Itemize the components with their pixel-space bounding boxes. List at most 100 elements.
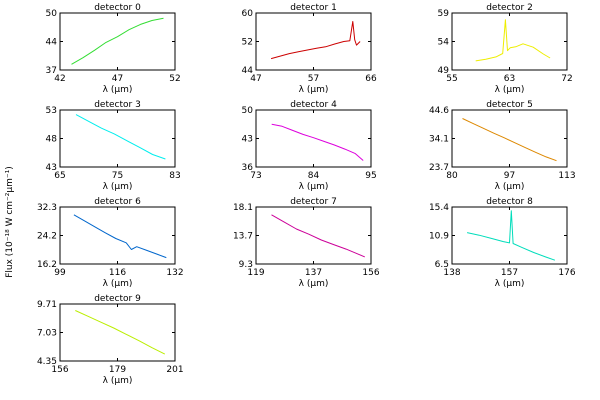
y-tick-label: 48 [46, 135, 58, 145]
y-tick-label: 36 [242, 163, 254, 173]
x-tick-label: 179 [109, 365, 126, 375]
x-tick-label: 83 [169, 171, 180, 181]
x-tick-label: 66 [365, 74, 377, 84]
y-tick-label: 9.3 [239, 260, 253, 270]
spectrum-line [270, 21, 361, 60]
y-tick-label: 60 [242, 9, 254, 19]
spectrum-line [71, 17, 164, 65]
y-tick-label: 44 [46, 38, 58, 48]
y-tick-label: 4.35 [37, 357, 57, 367]
y-tick-label: 52 [242, 38, 253, 48]
panel-title: detector 0 [94, 3, 141, 13]
x-axis-label: λ (μm) [299, 85, 329, 95]
panel-title: detector 1 [290, 3, 337, 13]
x-tick-label: 47 [112, 74, 123, 84]
y-tick-label: 34.1 [429, 135, 449, 145]
panel-title: detector 5 [486, 100, 533, 110]
y-tick-label: 53 [46, 106, 57, 116]
x-tick-label: 63 [504, 74, 515, 84]
y-tick-label: 43 [242, 135, 253, 145]
y-tick-label: 59 [438, 9, 450, 19]
plot-frame [59, 206, 176, 265]
panels-grid: detector 0 42 47 52 37 44 50 λ (μm) detector 1 47… [37, 3, 576, 386]
panel-detector-5: detector 5 80 97 113 23.7 34.1 44.6 λ (μm) [429, 100, 576, 192]
panel-title: detector 4 [290, 100, 337, 110]
panel-detector-4: detector 4 73 84 95 36 43 50 λ (μm) [242, 100, 377, 192]
x-tick-label: 132 [166, 268, 183, 278]
spectrum-line [73, 214, 167, 259]
x-axis-label: λ (μm) [299, 279, 329, 289]
x-tick-label: 52 [169, 74, 180, 84]
x-tick-label: 99 [54, 268, 66, 278]
plot-frame [255, 109, 372, 168]
panel-detector-9: detector 9 156 179 201 4.35 7.03 9.71 λ (μm) [37, 294, 184, 386]
plot-frame [255, 12, 372, 71]
panel-title: detector 8 [486, 197, 533, 207]
panel-detector-2: detector 2 55 63 72 49 54 59 λ (μm) [438, 3, 573, 95]
x-axis-label: λ (μm) [103, 279, 133, 289]
x-tick-label: 65 [54, 171, 65, 181]
y-tick-label: 37 [46, 66, 57, 76]
x-tick-label: 47 [250, 74, 261, 84]
x-tick-label: 95 [365, 171, 376, 181]
spectrum-line [466, 210, 556, 261]
y-tick-label: 24.2 [37, 232, 57, 242]
x-tick-label: 57 [308, 74, 319, 84]
x-tick-label: 97 [504, 171, 515, 181]
x-tick-label: 84 [308, 171, 320, 181]
x-tick-label: 157 [501, 268, 518, 278]
spectrum-line [75, 310, 166, 355]
panel-detector-7: detector 7 119 137 156 9.3 13.7 18.1 λ (μm) [233, 197, 380, 289]
y-tick-label: 44.6 [429, 106, 449, 116]
y-tick-label: 50 [242, 106, 254, 116]
x-tick-label: 55 [446, 74, 457, 84]
x-tick-label: 137 [305, 268, 322, 278]
x-tick-label: 113 [558, 171, 575, 181]
y-tick-label: 16.2 [37, 260, 57, 270]
spectrum-line [271, 214, 365, 258]
y-tick-label: 15.4 [429, 203, 449, 213]
panel-title: detector 7 [290, 197, 337, 207]
x-tick-label: 119 [247, 268, 264, 278]
spectrum-line [462, 118, 557, 162]
x-tick-label: 75 [112, 171, 123, 181]
x-tick-label: 201 [166, 365, 183, 375]
spectrum-line [75, 114, 166, 160]
figure-ylabel: Flux (10⁻¹⁸ W cm⁻²μm⁻¹) [5, 166, 15, 278]
y-tick-label: 9.71 [37, 300, 57, 310]
x-tick-label: 73 [250, 171, 261, 181]
x-tick-label: 176 [558, 268, 575, 278]
y-tick-label: 44 [242, 66, 254, 76]
panel-detector-1: detector 1 47 57 66 44 52 60 λ (μm) [242, 3, 377, 95]
y-tick-label: 23.7 [429, 163, 449, 173]
x-tick-label: 80 [446, 171, 458, 181]
y-tick-label: 43 [46, 163, 57, 173]
x-axis-label: λ (μm) [103, 376, 133, 386]
x-axis-label: λ (μm) [495, 85, 525, 95]
x-tick-label: 72 [561, 74, 572, 84]
panel-detector-0: detector 0 42 47 52 37 44 50 λ (μm) [46, 3, 181, 95]
panel-title: detector 6 [94, 197, 141, 207]
panel-title: detector 9 [94, 294, 141, 304]
y-tick-label: 18.1 [233, 203, 253, 213]
y-tick-label: 10.9 [429, 232, 449, 242]
y-tick-label: 13.7 [233, 232, 253, 242]
x-axis-label: λ (μm) [103, 182, 133, 192]
x-axis-label: λ (μm) [103, 85, 133, 95]
panel-detector-8: detector 8 138 157 176 6.5 10.9 15.4 λ (μm) [429, 197, 576, 289]
y-tick-label: 50 [46, 9, 58, 19]
panel-title: detector 3 [94, 100, 141, 110]
x-axis-label: λ (μm) [299, 182, 329, 192]
x-axis-label: λ (μm) [495, 182, 525, 192]
panel-detector-6: detector 6 99 116 132 16.2 24.2 32.3 λ (μm) [37, 197, 184, 289]
x-tick-label: 156 [362, 268, 379, 278]
x-tick-label: 138 [443, 268, 460, 278]
x-tick-label: 42 [54, 74, 65, 84]
y-tick-label: 7.03 [37, 329, 57, 339]
x-axis-label: λ (μm) [495, 279, 525, 289]
y-tick-label: 6.5 [435, 260, 449, 270]
plot-frame [59, 303, 176, 362]
y-tick-label: 49 [438, 66, 450, 76]
x-tick-label: 156 [51, 365, 68, 375]
